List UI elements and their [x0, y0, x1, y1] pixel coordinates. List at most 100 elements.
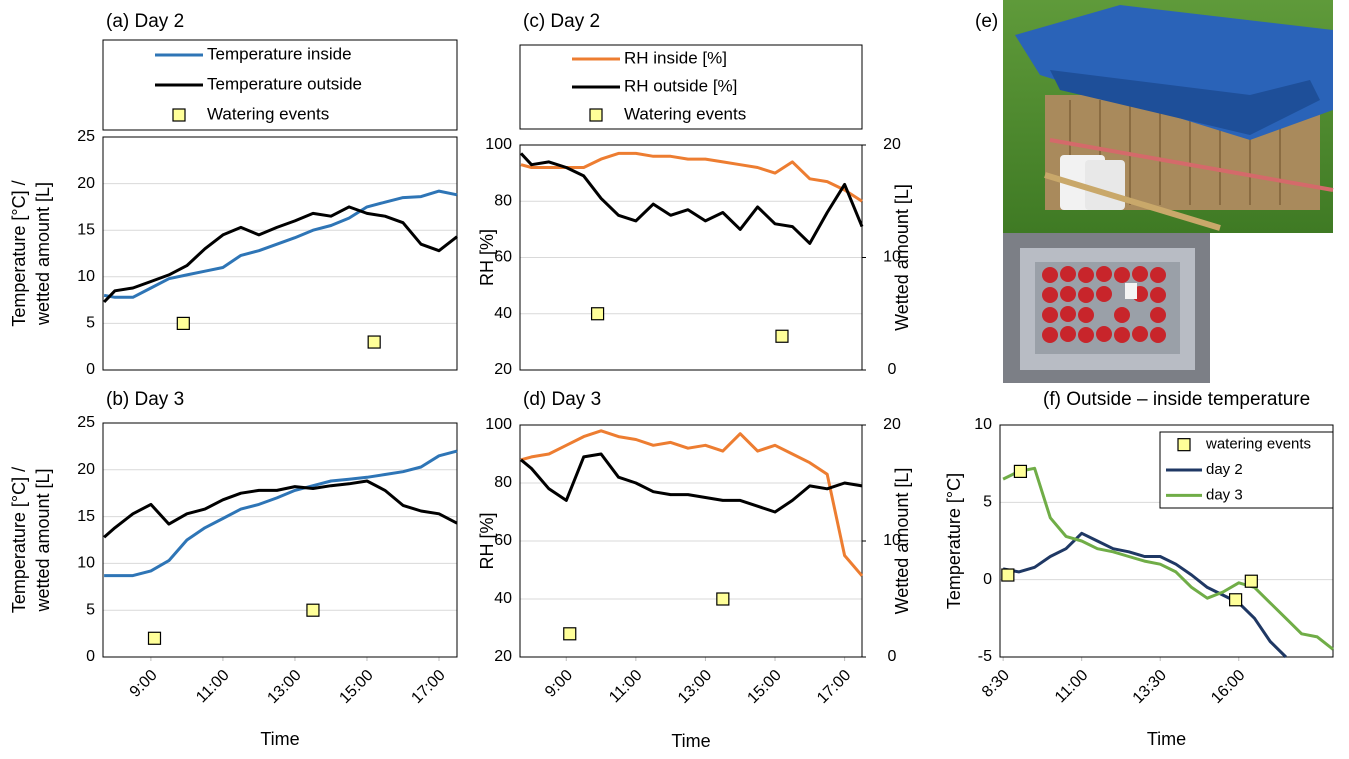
photo-apples [1003, 233, 1210, 383]
panel-title: (f) Outside – inside temperature [1043, 389, 1310, 410]
y-tick-label: 100 [485, 416, 512, 433]
y-tick-label: 20 [77, 175, 95, 192]
plot-frame [999, 424, 1334, 658]
x-tick-label: 9:00 [127, 667, 161, 701]
y-axis-label: Temperature [°C] [944, 473, 964, 609]
y-tick-label: 15 [77, 221, 95, 238]
y-tick-label: 5 [86, 315, 95, 332]
series-line [1002, 531, 1287, 659]
legend-label: Temperature inside [207, 44, 352, 63]
watering-marker [367, 335, 381, 349]
y-tick-label: 20 [494, 361, 512, 378]
watering-marker [590, 307, 605, 321]
plot-frame [519, 144, 863, 371]
y-tick-label: 0 [983, 571, 992, 588]
y-tick-label: 80 [494, 474, 512, 491]
x-tick-label: 15:00 [744, 667, 784, 707]
y-tick-label: 5 [86, 601, 95, 618]
series-line [520, 429, 864, 577]
y-tick-label: 40 [494, 590, 512, 607]
panel-label: (e) [975, 11, 998, 32]
x-tick-label: 11:00 [193, 667, 233, 707]
x-tick-label: 13:00 [264, 667, 304, 707]
watering-marker [1229, 593, 1243, 607]
y-axis-label: wetted amount [L] [33, 182, 53, 326]
series-line [520, 151, 863, 203]
y-tick-label: 5 [983, 494, 992, 511]
legend-label: Temperature outside [207, 74, 362, 93]
panel-title: (c) Day 2 [523, 11, 600, 32]
legend-label: Watering events [207, 104, 329, 123]
y-axis-label: Temperature [°C] / [9, 467, 29, 613]
watering-marker [563, 627, 577, 641]
legend-swatch [1177, 438, 1191, 452]
y-axis-label: Temperature [°C] / [9, 180, 29, 326]
y-tick-label: 20 [77, 461, 95, 478]
y2-axis-label: Wetted amount [L] [892, 184, 912, 331]
watering-marker [716, 592, 730, 606]
y2-tick-label: 10 [883, 249, 901, 266]
panel-title: (a) Day 2 [106, 11, 184, 32]
series-line [519, 152, 864, 245]
x-tick-label: 9:00 [542, 667, 576, 701]
watering-marker [1001, 568, 1015, 582]
legend-label: watering events [1205, 436, 1311, 453]
y-tick-label: 100 [485, 136, 512, 153]
series-line [104, 449, 458, 578]
y-tick-label: 10 [77, 268, 95, 285]
series-line [103, 479, 458, 539]
legend-label: day 3 [1206, 486, 1243, 503]
y-tick-label: 0 [86, 648, 95, 665]
panel-title: (b) Day 3 [106, 389, 184, 410]
x-tick-label: 17:00 [408, 667, 448, 707]
photo-box [1003, 0, 1334, 233]
y2-axis-label: Wetted amount [L] [892, 468, 912, 615]
legend-swatch [172, 108, 186, 122]
y-tick-label: 20 [494, 648, 512, 665]
plot-frame [102, 136, 458, 371]
y-tick-label: 80 [494, 192, 512, 209]
y-tick-label: 40 [494, 305, 512, 322]
x-tick-label: 16:00 [1208, 667, 1248, 707]
x-tick-label: 8:30 [979, 667, 1013, 701]
y-tick-label: 60 [494, 249, 512, 266]
watering-marker [306, 603, 320, 617]
watering-marker [176, 316, 190, 330]
y-axis-label: wetted amount [L] [33, 468, 53, 612]
x-tick-label: 15:00 [336, 667, 376, 707]
watering-marker [775, 329, 789, 343]
x-tick-label: 11:00 [1052, 667, 1092, 707]
series-line [1002, 466, 1334, 651]
y2-tick-label: 0 [888, 361, 897, 378]
series-line [520, 452, 863, 514]
x-axis-label: Time [671, 731, 710, 751]
plot-frame [102, 422, 458, 658]
x-tick-label: 11:00 [606, 667, 646, 707]
x-tick-label: 17:00 [814, 667, 854, 707]
y-tick-label: 0 [86, 361, 95, 378]
series-line [103, 205, 458, 304]
plot-frame [519, 424, 863, 658]
y-tick-label: -5 [978, 648, 992, 665]
watering-marker [1013, 464, 1028, 478]
y2-tick-label: 10 [883, 532, 901, 549]
series-line [103, 189, 458, 299]
y-tick-label: 60 [494, 532, 512, 549]
y-tick-label: 15 [77, 508, 95, 525]
x-axis-label: Time [1147, 729, 1186, 749]
y2-tick-label: 20 [883, 136, 901, 153]
legend-label: day 2 [1206, 461, 1243, 478]
y-tick-label: 25 [77, 414, 95, 431]
x-tick-label: 13:00 [675, 667, 715, 707]
y2-tick-label: 0 [888, 648, 897, 665]
y-tick-label: 25 [77, 128, 95, 145]
y-tick-label: 10 [77, 555, 95, 572]
legend-label: RH inside [%] [624, 48, 727, 67]
watering-marker [147, 631, 162, 645]
y-axis-label: RH [%] [477, 229, 497, 286]
y-axis-label: RH [%] [477, 512, 497, 569]
legend-label: Watering events [624, 104, 746, 123]
watering-marker [1244, 574, 1258, 588]
panel-title: (d) Day 3 [523, 389, 601, 410]
